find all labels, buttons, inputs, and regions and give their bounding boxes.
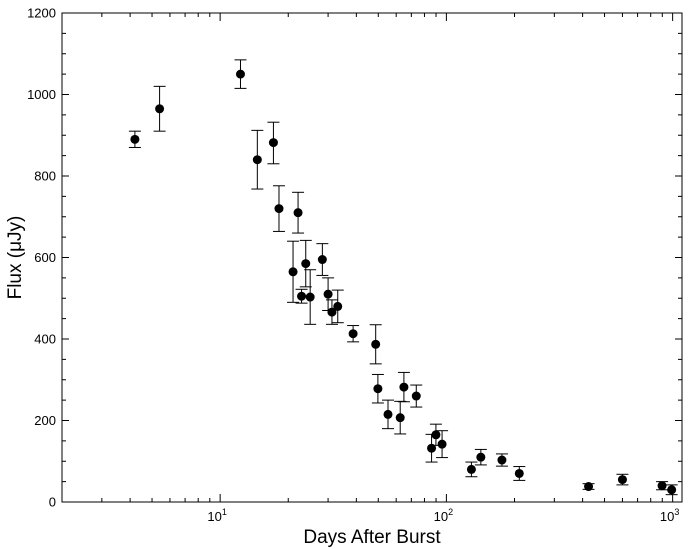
data-point — [476, 452, 486, 462]
data-point — [288, 267, 298, 277]
y-tick-label: 0 — [49, 495, 56, 510]
data-point-group — [325, 299, 338, 325]
data-point-group — [369, 324, 382, 365]
data-point — [427, 443, 437, 453]
data-point — [305, 292, 315, 302]
data-point-group — [251, 129, 264, 190]
x-tick-exponent: 1 — [222, 507, 227, 517]
x-tick-exponent: 3 — [674, 507, 679, 517]
data-point-group — [316, 243, 329, 276]
x-tick-exponent: 2 — [448, 507, 453, 517]
data-point — [373, 384, 383, 394]
data-point — [333, 301, 343, 311]
data-point — [155, 104, 165, 114]
data-point-group — [128, 130, 141, 148]
y-tick-label: 200 — [34, 413, 56, 428]
data-point-group — [382, 399, 395, 430]
data-points — [128, 59, 678, 496]
data-point-group — [267, 121, 280, 165]
data-point-group — [331, 289, 344, 324]
data-point-group — [410, 384, 423, 408]
y-axis: 0 200 400 600 800 1000 1200 — [27, 6, 682, 510]
data-point-group — [495, 453, 508, 467]
data-point-group — [272, 185, 285, 232]
y-tick-label: 600 — [34, 250, 56, 265]
x-tick-label: 101 — [207, 507, 226, 524]
data-point — [130, 134, 140, 144]
data-point-group — [474, 448, 487, 466]
data-point — [395, 413, 405, 423]
data-point-group — [656, 481, 669, 491]
y-tick-label: 800 — [34, 169, 56, 184]
data-point-group — [513, 466, 526, 481]
data-point — [235, 69, 245, 79]
data-point — [667, 485, 677, 495]
data-point — [497, 455, 507, 465]
data-point-group — [436, 430, 449, 459]
y-tick-label: 1000 — [27, 87, 56, 102]
data-point-group — [397, 371, 410, 403]
data-point — [323, 289, 333, 299]
data-point — [252, 155, 262, 165]
data-point-group — [292, 191, 305, 234]
x-tick-label: 102 — [434, 507, 453, 524]
data-point — [657, 481, 667, 491]
data-point — [383, 409, 393, 419]
data-point — [268, 138, 278, 148]
data-point — [348, 329, 358, 339]
data-point — [617, 475, 627, 485]
data-point-group — [465, 461, 478, 478]
x-tick-label: 103 — [660, 507, 679, 524]
data-point-group — [394, 400, 407, 435]
x-tick-base: 10 — [434, 509, 448, 524]
data-point-group — [299, 239, 312, 288]
x-tick-base: 10 — [207, 509, 221, 524]
y-tick-label: 400 — [34, 332, 56, 347]
y-axis-title: Flux (μJy) — [5, 216, 26, 300]
data-point — [466, 464, 476, 474]
data-point — [514, 468, 524, 478]
data-point-group — [295, 288, 308, 304]
data-point — [301, 259, 311, 269]
data-point-group — [371, 373, 384, 404]
y-tick-label: 1200 — [27, 6, 56, 21]
data-point — [437, 439, 447, 449]
x-axis: 101 102 103 — [61, 13, 679, 524]
data-point-group — [616, 473, 629, 486]
data-point — [411, 391, 421, 401]
data-point-group — [153, 85, 166, 132]
data-point — [297, 291, 307, 301]
data-point-group — [665, 484, 678, 496]
x-tick-base: 10 — [660, 509, 674, 524]
data-point-group — [304, 269, 317, 325]
data-point — [584, 482, 594, 492]
data-point — [317, 255, 327, 265]
data-point — [327, 307, 337, 317]
data-point — [431, 430, 441, 440]
data-point-group — [287, 240, 300, 303]
data-point-group — [347, 325, 360, 343]
data-point-group — [234, 59, 247, 89]
data-point — [399, 382, 409, 392]
data-point-group — [582, 482, 595, 492]
data-point — [293, 208, 303, 218]
data-point — [274, 204, 284, 214]
data-point — [371, 339, 381, 349]
x-axis-title: Days After Burst — [303, 527, 441, 548]
